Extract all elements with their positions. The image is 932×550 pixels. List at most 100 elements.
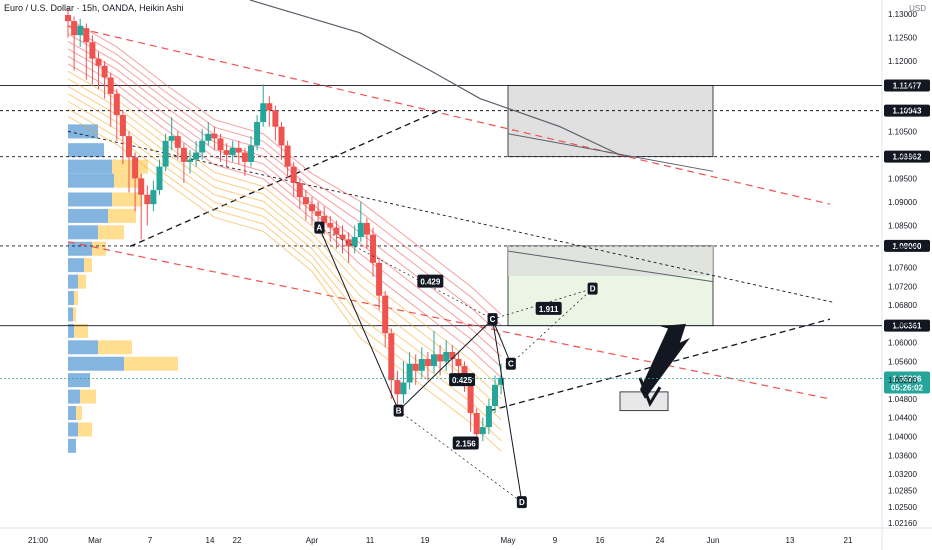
candle-body [150, 190, 157, 205]
volume-profile-bar [98, 225, 124, 240]
pattern-point-label: A [316, 224, 322, 233]
candle-body [95, 58, 102, 66]
header-sep-2: , [97, 3, 103, 13]
x-tick-label: Jun [707, 536, 720, 545]
candle-body [217, 138, 224, 151]
y-tick-label: 1.03200 [888, 470, 917, 479]
volume-profile-bar [112, 192, 142, 207]
pattern-leg [492, 318, 512, 364]
ratio-label: 0.429 [420, 278, 441, 287]
candle-body [498, 377, 505, 385]
candle-body [321, 215, 328, 223]
pattern-point-label: D [590, 285, 596, 294]
ratio-badge [449, 373, 476, 387]
current-price-badge [884, 371, 930, 394]
channel-lower-line [67, 241, 831, 400]
y-tick-label: 1.02500 [888, 503, 917, 512]
volume-profile-bar [84, 258, 92, 273]
candle-body [467, 380, 474, 414]
y-tick-label: 1.04800 [888, 395, 917, 404]
pattern-leg [492, 319, 523, 503]
candle-body [254, 122, 261, 146]
pattern-point-badge [487, 313, 498, 326]
pattern-ratio-line [319, 227, 493, 320]
ratio-label: 0.425 [452, 376, 473, 385]
candle-body [77, 25, 84, 36]
ema-ribbon-line [67, 33, 502, 336]
current-price-label: 1.05236 [893, 374, 922, 383]
candle-body [126, 136, 132, 158]
trend-line [489, 318, 831, 412]
candle-body [174, 136, 181, 148]
candle-body [290, 166, 297, 184]
level-badge [884, 79, 930, 92]
interval-label[interactable]: 15h [82, 3, 98, 13]
level-badge [884, 104, 930, 117]
candle-body [473, 413, 480, 435]
x-tick-label: 16 [596, 536, 605, 545]
ema-ribbon-line [67, 100, 502, 431]
y-tick-label: 1.08500 [888, 221, 917, 230]
x-tick-label: 21:00 [28, 536, 49, 545]
x-tick-label: 7 [148, 536, 153, 545]
trend-line [129, 109, 441, 247]
candle-body [89, 42, 96, 59]
volume-profile-bar [68, 124, 98, 139]
style-label[interactable]: Heikin Ashi [139, 3, 184, 13]
candle-body [205, 133, 212, 141]
volume-profile-bar [68, 225, 98, 240]
ratio-badge [417, 274, 444, 288]
x-tick-label: May [500, 536, 515, 545]
y-tick-label: 1.04400 [888, 414, 917, 423]
volume-profile-bar [68, 208, 108, 223]
candle-body [101, 65, 108, 78]
ema-ribbon-line [67, 18, 502, 315]
candle-body [437, 354, 444, 362]
candle-body [107, 77, 114, 94]
candle-body [296, 183, 303, 198]
level-label: 1.11477 [893, 82, 922, 91]
y-tick-label: 1.02850 [888, 486, 917, 495]
candle-body [400, 382, 407, 395]
volume-profile-bar [68, 274, 78, 289]
x-tick-label: 24 [656, 536, 665, 545]
candle-body [461, 366, 468, 381]
ema-ribbon-line [67, 93, 502, 420]
zone-diagonal [507, 133, 714, 172]
candle-body [406, 363, 413, 383]
candle-body [260, 103, 267, 123]
x-tick-label: 11 [366, 536, 375, 545]
level-label: 1.10943 [893, 107, 922, 116]
countdown-label: 05:26:02 [891, 383, 924, 392]
volume-profile-bar [80, 389, 96, 404]
header-sep-3: , [134, 3, 140, 13]
pattern-point-label: C [508, 360, 514, 369]
volume-profile-bar [68, 422, 78, 437]
volume-profile-bar [68, 159, 112, 174]
slow-moving-average [249, 0, 621, 156]
candle-body [455, 359, 462, 367]
candle-body [327, 222, 334, 228]
candle-body [193, 152, 200, 160]
volume-profile-bar [68, 258, 84, 273]
zone-shade [508, 245, 713, 276]
volume-profile-bar [73, 307, 76, 322]
candle-body [376, 262, 383, 296]
pattern-point-badge [314, 221, 325, 234]
pattern-point-badge [516, 496, 527, 509]
ema-ribbon-line [67, 115, 502, 452]
volume-profile-bar [98, 340, 132, 355]
symbol-name[interactable]: Euro / U.S. Dollar [4, 3, 75, 13]
ema-ribbon-line [67, 40, 502, 347]
x-tick-label: Mar [88, 536, 102, 545]
x-tick-label: 22 [233, 536, 242, 545]
y-tick-label: 1.11000 [888, 104, 917, 113]
y-tick-label: 1.06800 [888, 301, 917, 310]
channel-upper-line [67, 25, 831, 205]
candle-body [266, 103, 273, 111]
currency-label[interactable]: USD [909, 4, 926, 13]
candle-body [363, 222, 370, 235]
level-badge [884, 150, 930, 163]
candle-body [223, 150, 230, 155]
